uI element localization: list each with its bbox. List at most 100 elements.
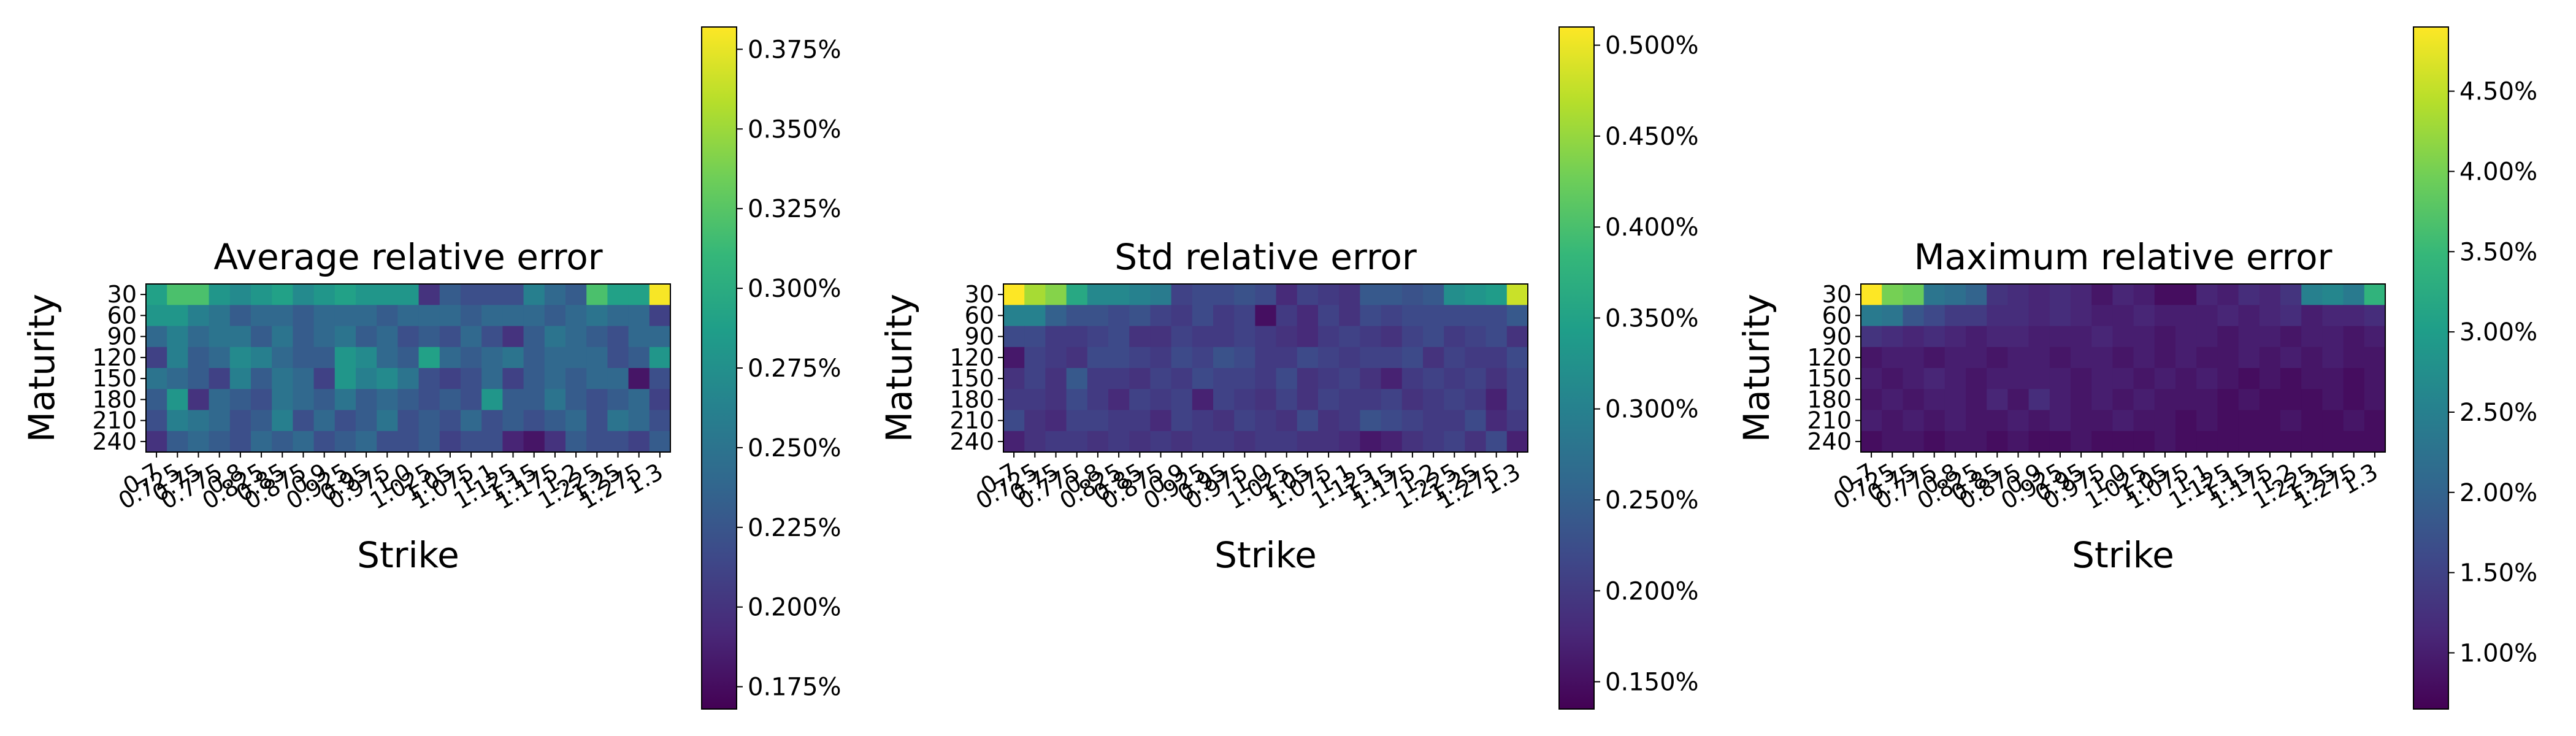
y-tick-label: 30 bbox=[1822, 281, 1852, 308]
heatmap-cell bbox=[1276, 326, 1298, 348]
heatmap-cell bbox=[146, 431, 167, 453]
y-tick-label: 30 bbox=[965, 281, 994, 308]
heatmap-cell bbox=[586, 284, 608, 305]
heatmap-cell bbox=[229, 389, 251, 411]
heatmap-cell bbox=[2175, 410, 2197, 432]
heatmap-cell bbox=[2280, 305, 2302, 327]
heatmap-cell bbox=[1339, 431, 1360, 453]
heatmap-cell bbox=[439, 305, 461, 327]
heatmap-cell bbox=[461, 368, 482, 389]
heatmap-cell bbox=[628, 347, 650, 369]
heatmap-cell bbox=[481, 347, 503, 369]
heatmap-cell bbox=[628, 431, 650, 453]
heatmap-cell bbox=[2364, 389, 2386, 411]
heatmap-cell bbox=[1003, 284, 1025, 305]
heatmap-cell bbox=[544, 431, 566, 453]
heatmap-cell bbox=[1944, 431, 1966, 453]
heatmap-cell bbox=[2364, 410, 2386, 432]
heatmap-cell bbox=[649, 368, 671, 389]
heatmap-cell bbox=[209, 347, 231, 369]
heatmap-cell bbox=[1150, 347, 1172, 369]
heatmap-cell bbox=[2007, 431, 2030, 453]
colorbar-tick-label: 3.00% bbox=[2459, 318, 2537, 347]
heatmap-cell bbox=[334, 305, 356, 327]
heatmap-cell bbox=[1381, 368, 1403, 389]
heatmap-cell bbox=[2343, 410, 2365, 432]
heatmap-cell bbox=[544, 410, 566, 432]
heatmap-cell bbox=[1297, 431, 1319, 453]
heatmap-cell bbox=[2049, 368, 2071, 389]
heatmap-cell bbox=[1339, 389, 1360, 411]
heatmap-cell bbox=[2343, 347, 2365, 369]
heatmap-cell bbox=[1318, 368, 1340, 389]
heatmap-cell bbox=[293, 431, 315, 453]
heatmap-cell bbox=[461, 347, 482, 369]
heatmap-cell bbox=[1255, 389, 1277, 411]
heatmap-cell bbox=[565, 326, 587, 348]
heatmap-cell bbox=[1045, 389, 1067, 411]
heatmap-cell bbox=[1444, 284, 1465, 305]
heatmap-cell bbox=[649, 305, 671, 327]
heatmap-cell bbox=[2091, 431, 2113, 453]
heatmap-cell bbox=[251, 284, 272, 305]
heatmap-cell bbox=[607, 389, 629, 411]
heatmap-cell bbox=[439, 410, 461, 432]
heatmap-cell bbox=[523, 305, 545, 327]
heatmap-cell bbox=[1381, 431, 1403, 453]
colorbar-tick-label: 0.175% bbox=[748, 673, 841, 702]
heatmap-cell bbox=[481, 284, 503, 305]
heatmap-cell bbox=[2028, 326, 2050, 348]
heatmap-cell bbox=[628, 284, 650, 305]
heatmap-cell bbox=[1045, 347, 1067, 369]
heatmap-cell bbox=[2301, 410, 2323, 432]
heatmap-cell bbox=[2007, 284, 2030, 305]
heatmap-cell bbox=[1087, 431, 1109, 453]
heatmap-cell bbox=[1506, 326, 1528, 348]
heatmap-cell bbox=[334, 347, 356, 369]
heatmap-cell bbox=[1861, 431, 1882, 453]
heatmap-cell bbox=[461, 431, 482, 453]
heatmap-cell bbox=[229, 305, 251, 327]
colorbar-tick-label: 2.50% bbox=[2459, 399, 2537, 427]
heatmap-cell bbox=[1485, 326, 1508, 348]
heatmap-cell bbox=[1276, 368, 1298, 389]
heatmap-cell bbox=[2322, 410, 2344, 432]
heatmap-cell bbox=[586, 305, 608, 327]
heatmap-cell bbox=[1171, 410, 1193, 432]
heatmap-cell bbox=[146, 410, 167, 432]
heatmap-cell bbox=[1966, 326, 1987, 348]
heatmap-cell bbox=[586, 347, 608, 369]
heatmap-cell bbox=[1987, 410, 2008, 432]
heatmap-cell bbox=[1423, 326, 1444, 348]
heatmap-cell bbox=[2343, 284, 2365, 305]
heatmap-cell bbox=[1966, 368, 1987, 389]
heatmap-cell bbox=[2133, 431, 2155, 453]
y-tick-label: 210 bbox=[1807, 407, 1852, 434]
heatmap-cell bbox=[209, 368, 231, 389]
heatmap-cell bbox=[2343, 389, 2365, 411]
heatmap-cell bbox=[1255, 284, 1277, 305]
heatmap-cell bbox=[2259, 389, 2281, 411]
heatmap-cell bbox=[1401, 347, 1424, 369]
heatmap-cell bbox=[1381, 284, 1403, 305]
heatmap-cell bbox=[2259, 410, 2281, 432]
heatmap-cell bbox=[2007, 410, 2030, 432]
heatmap-cell bbox=[1966, 389, 1987, 411]
y-tick-label: 150 bbox=[92, 365, 137, 392]
heatmap-cell bbox=[1485, 347, 1508, 369]
heatmap-cell bbox=[418, 305, 440, 327]
heatmap-cell bbox=[2301, 326, 2323, 348]
heatmap-cell bbox=[502, 305, 524, 327]
heatmap-cell bbox=[2343, 431, 2365, 453]
heatmap-cell bbox=[1444, 305, 1465, 327]
heatmap-cell bbox=[209, 431, 231, 453]
chart-title: Std relative error bbox=[1114, 236, 1417, 278]
y-tick-label: 120 bbox=[1807, 344, 1852, 371]
heatmap-cell bbox=[209, 326, 231, 348]
heatmap-cell bbox=[1150, 410, 1172, 432]
heatmap-cell bbox=[2071, 326, 2092, 348]
heatmap-cell bbox=[1506, 410, 1528, 432]
heatmap-cell bbox=[2322, 347, 2344, 369]
heatmap-cell bbox=[2259, 347, 2281, 369]
colorbar-tick-label: 0.200% bbox=[748, 594, 841, 622]
